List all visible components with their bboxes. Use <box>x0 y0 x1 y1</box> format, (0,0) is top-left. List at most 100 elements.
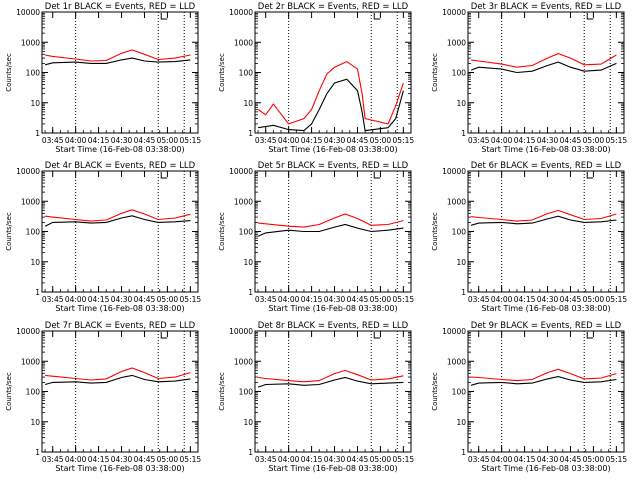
y-tick-label: 1000 <box>447 357 466 366</box>
chart-title: Det 5r BLACK = Events, RED = LLD <box>258 161 409 171</box>
y-tick-label: 10000 <box>442 327 466 336</box>
y-tick-label: 10 <box>456 258 466 267</box>
y-tick-label: 100 <box>26 388 41 397</box>
x-axis-label: Start Time (16-Feb-08 03:38:00) <box>481 304 610 313</box>
y-tick-label: 10 <box>30 418 40 427</box>
x-tick-label: 04:45 <box>134 455 156 464</box>
x-tick-label: 03:45 <box>468 136 490 145</box>
chart-panel: Det 1r BLACK = Events, RED = LLD 1 10 100 10… <box>5 2 201 154</box>
y-axis-label: Counts/sec <box>218 53 226 92</box>
x-tick-label: 05:15 <box>393 295 415 304</box>
series-line-events <box>470 376 617 386</box>
y-tick-label: 1 <box>35 448 40 457</box>
x-tick-label: 04:45 <box>347 295 369 304</box>
y-axis-label: Counts/sec <box>431 372 439 411</box>
x-tick-label: 03:45 <box>468 295 490 304</box>
x-tick-label: 05:15 <box>180 455 202 464</box>
chart-title: Det 9r BLACK = Events, RED = LLD <box>471 321 622 331</box>
chart-panel: Det 8r BLACK = Events, RED = LLD 1 10 100 10… <box>218 321 414 473</box>
y-tick-label: 1 <box>248 448 253 457</box>
y-tick-label: 1 <box>461 288 466 297</box>
x-tick-label: 03:45 <box>42 136 64 145</box>
y-tick-label: 100 <box>452 69 467 78</box>
series-line-lld <box>45 49 191 62</box>
x-axis-label: Start Time (16-Feb-08 03:38:00) <box>55 145 184 154</box>
x-tick-label: 03:45 <box>42 295 64 304</box>
series-line-events <box>470 215 617 226</box>
y-axis-label: Counts/sec <box>5 53 13 92</box>
series-line-lld <box>471 209 617 222</box>
x-tick-label: 04:15 <box>514 455 536 464</box>
y-tick-label: 1000 <box>21 38 40 47</box>
chart-title: Det 8r BLACK = Events, RED = LLD <box>258 321 409 331</box>
x-axis-label: Start Time (16-Feb-08 03:38:00) <box>481 464 610 473</box>
y-tick-label: 1000 <box>234 357 253 366</box>
y-tick-label: 1 <box>35 288 40 297</box>
x-tick-label: 05:00 <box>370 295 392 304</box>
chart-title: Det 7r BLACK = Events, RED = LLD <box>45 321 196 331</box>
x-tick-label: 04:45 <box>560 455 582 464</box>
x-tick-label: 03:45 <box>255 455 277 464</box>
y-tick-label: 1000 <box>21 357 40 366</box>
x-tick-label: 05:15 <box>606 455 628 464</box>
x-tick-label: 04:00 <box>65 136 87 145</box>
series-line-lld <box>471 368 617 382</box>
marker-flag-icon <box>160 13 168 20</box>
series-line-lld <box>258 213 404 228</box>
series-line-events <box>44 215 191 227</box>
x-tick-label: 05:15 <box>606 295 628 304</box>
series-line-lld <box>45 367 191 381</box>
x-tick-label: 05:15 <box>180 136 202 145</box>
y-tick-label: 10000 <box>16 327 40 336</box>
x-tick-label: 04:30 <box>537 136 559 145</box>
x-axis-label: Start Time (16-Feb-08 03:38:00) <box>481 145 610 154</box>
x-tick-label: 04:15 <box>301 136 323 145</box>
x-tick-label: 04:45 <box>347 136 369 145</box>
y-axis-label: Counts/sec <box>431 212 439 251</box>
x-tick-label: 05:00 <box>157 295 179 304</box>
series-line-events <box>44 374 191 386</box>
x-tick-label: 05:15 <box>606 136 628 145</box>
x-tick-label: 05:00 <box>583 295 605 304</box>
y-tick-label: 10 <box>243 99 253 108</box>
series-line-events <box>44 57 191 66</box>
x-tick-label: 04:30 <box>324 455 346 464</box>
y-tick-label: 100 <box>26 69 41 78</box>
y-tick-label: 1000 <box>21 197 40 206</box>
x-tick-label: 04:45 <box>347 455 369 464</box>
y-tick-label: 1 <box>35 129 40 138</box>
y-tick-label: 10 <box>30 258 40 267</box>
y-axis-label: Counts/sec <box>218 372 226 411</box>
plot-frame <box>41 11 199 134</box>
x-tick-label: 05:00 <box>370 455 392 464</box>
x-tick-label: 04:00 <box>278 136 300 145</box>
x-tick-label: 04:30 <box>324 295 346 304</box>
x-tick-label: 04:15 <box>514 295 536 304</box>
x-tick-label: 05:15 <box>180 295 202 304</box>
series-line-lld <box>45 209 191 222</box>
x-axis-label: Start Time (16-Feb-08 03:38:00) <box>268 145 397 154</box>
y-tick-label: 10000 <box>442 167 466 176</box>
series-line-events <box>258 78 404 132</box>
y-tick-label: 1 <box>248 288 253 297</box>
x-tick-label: 04:30 <box>111 295 133 304</box>
series-line-events <box>470 61 617 74</box>
y-tick-label: 10000 <box>442 8 466 17</box>
chart-panel: Det 3r BLACK = Events, RED = LLD 1 10 100 10… <box>431 2 627 154</box>
y-tick-label: 1000 <box>447 38 466 47</box>
series-line-events <box>257 223 404 237</box>
x-tick-label: 04:30 <box>324 136 346 145</box>
x-tick-label: 04:30 <box>537 295 559 304</box>
marker-flag-icon <box>160 332 168 339</box>
series-line-events <box>257 376 404 388</box>
y-tick-label: 100 <box>239 388 254 397</box>
y-tick-label: 100 <box>239 69 254 78</box>
chart-panel: Det 5r BLACK = Events, RED = LLD 1 10 100 10… <box>218 161 414 313</box>
plot-frame <box>254 11 412 134</box>
x-tick-label: 05:00 <box>583 455 605 464</box>
x-tick-label: 04:00 <box>491 136 513 145</box>
x-tick-label: 04:00 <box>491 455 513 464</box>
x-tick-label: 04:45 <box>560 136 582 145</box>
marker-flag-icon <box>586 172 594 179</box>
